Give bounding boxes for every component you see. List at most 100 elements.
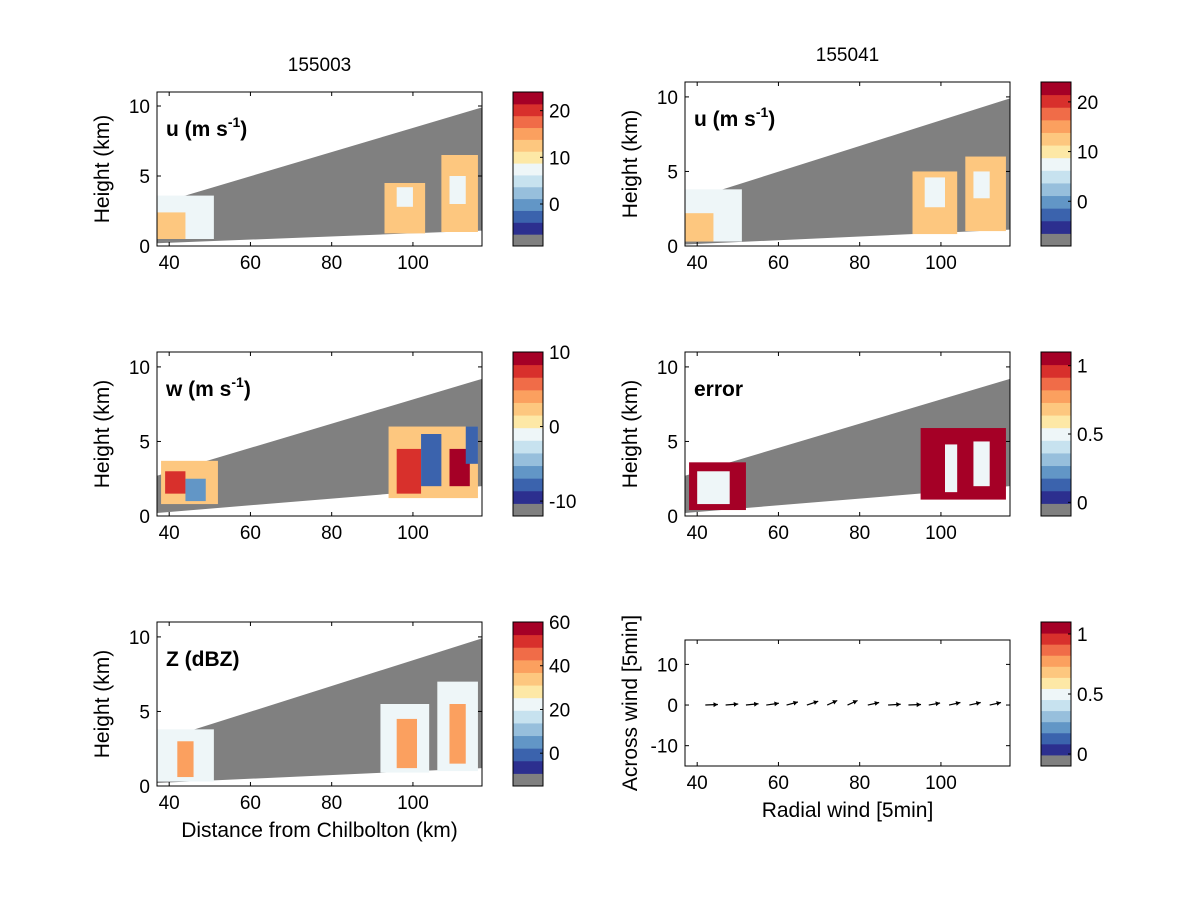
x-tick-label: 40 [687,523,708,544]
data-cell-1 [157,212,186,239]
colorbar-segment [1041,402,1071,416]
colorbar-tick-label: 0 [1077,493,1088,514]
colorbar-segment [513,103,543,117]
x-tick-label: 100 [397,253,429,274]
data-cell-2 [920,428,1006,500]
y-tick-label: 5 [139,702,150,723]
y-tick-label: 10 [129,97,150,118]
wind-arrow-1 [725,701,739,707]
colorbar-segment [1041,699,1071,712]
x-tick-label: 60 [240,253,261,274]
wind-arrow-12 [948,701,961,706]
x-tick-label: 100 [397,523,429,544]
colorbar-segment [513,773,543,787]
wind-arrow-5 [806,700,819,706]
colorbar-segment [1041,503,1071,517]
colorbar-segment [1041,182,1071,197]
colorbar-segment [1041,732,1071,745]
wind-arrow-8 [867,701,880,706]
plot-area [685,98,1010,245]
data-cell-2 [185,478,206,502]
y-tick-label: 0 [667,237,678,258]
data-cell-7 [465,426,478,464]
y-axis-label: Height (km) [91,650,114,759]
y-tick-label: 10 [129,628,150,649]
y-tick-label: 10 [657,358,678,379]
colorbar-tick-label: 0.5 [1077,685,1103,706]
colorbar-segment [1041,233,1071,247]
colorbar-segment [513,402,543,416]
colorbar-tick-label: 20 [549,102,570,123]
colorbar-segment [1041,364,1071,378]
wind-arrow-14 [989,701,1002,706]
colorbar: 00.51 [1040,621,1103,767]
colorbar-segment [513,478,543,492]
colorbar-segment [513,377,543,391]
y-tick-label: 10 [657,88,678,109]
colorbar-segment [513,503,543,517]
x-tick-label: 80 [849,523,870,544]
axes-frame [684,639,1011,767]
y-axis-label: Height (km) [619,380,642,489]
wind-arrow-13 [969,701,981,706]
colorbar-segment [513,352,543,366]
colorbar-segment [513,115,543,129]
y-tick-label: 5 [667,162,678,183]
colorbar-segment [513,490,543,504]
colorbar-segment [1041,754,1071,767]
colorbar-segment [513,389,543,403]
colorbar-segment [1041,415,1071,429]
colorbar-segment [1041,743,1071,756]
colorbar-segment [1041,170,1071,184]
wind-arrow-6 [826,699,838,706]
colorbar-tick-label: 0 [549,195,560,216]
plot-area [157,107,482,244]
wind-arrow-11 [928,701,941,707]
x-tick-label: 60 [768,773,789,794]
y-tick-label: 0 [667,507,678,528]
colorbar-segment [513,634,543,648]
data-cell-5 [973,171,990,199]
colorbar-segment [513,647,543,661]
colorbar-tick-label: 20 [1077,93,1098,114]
panel-Z-155003: 40 60 80 100 0 5 10 Height (km) Distance from Ch… [91,613,570,842]
y-tick-label: 0 [139,777,150,798]
colorbar-segment [513,465,543,479]
colorbar-segment [513,710,543,724]
colorbar-segment [513,722,543,737]
x-tick-label: 100 [925,773,957,794]
variable-label: Z (dBZ) [166,648,239,671]
colorbar-segment [1041,721,1071,734]
data-cell-4 [396,448,422,494]
colorbar-segment [1041,452,1071,467]
wind-arrow-7 [847,699,858,706]
y-tick-label: 10 [129,358,150,379]
colorbar-segment [1041,157,1071,171]
axes-frame [156,351,483,517]
wind-arrow-10 [908,702,922,708]
colorbar-segment [1041,490,1071,504]
data-cell-5 [449,704,466,764]
plot-area [705,699,1002,708]
colorbar-segment [513,198,543,211]
colorbar-segment [513,139,543,152]
colorbar-segment [1041,644,1071,656]
colorbar-segment [1041,119,1071,133]
colorbar-segment [513,659,543,673]
colorbar-segment [1041,389,1071,403]
colorbar-segment [1041,94,1071,108]
colorbar-segment [1041,195,1071,209]
data-cell-4 [973,441,990,487]
y-axis-label: Height (km) [619,110,642,219]
x-tick-label: 60 [240,793,261,814]
colorbar-tick-label: 0 [549,744,560,765]
colorbar-segment [1041,710,1071,723]
data-cell-3 [396,187,413,207]
variable-label: w (m s-1) [165,374,251,401]
colorbar-segment [1041,107,1071,121]
panel-title: 155041 [816,45,879,66]
colorbar: 00.51 [1040,351,1103,517]
